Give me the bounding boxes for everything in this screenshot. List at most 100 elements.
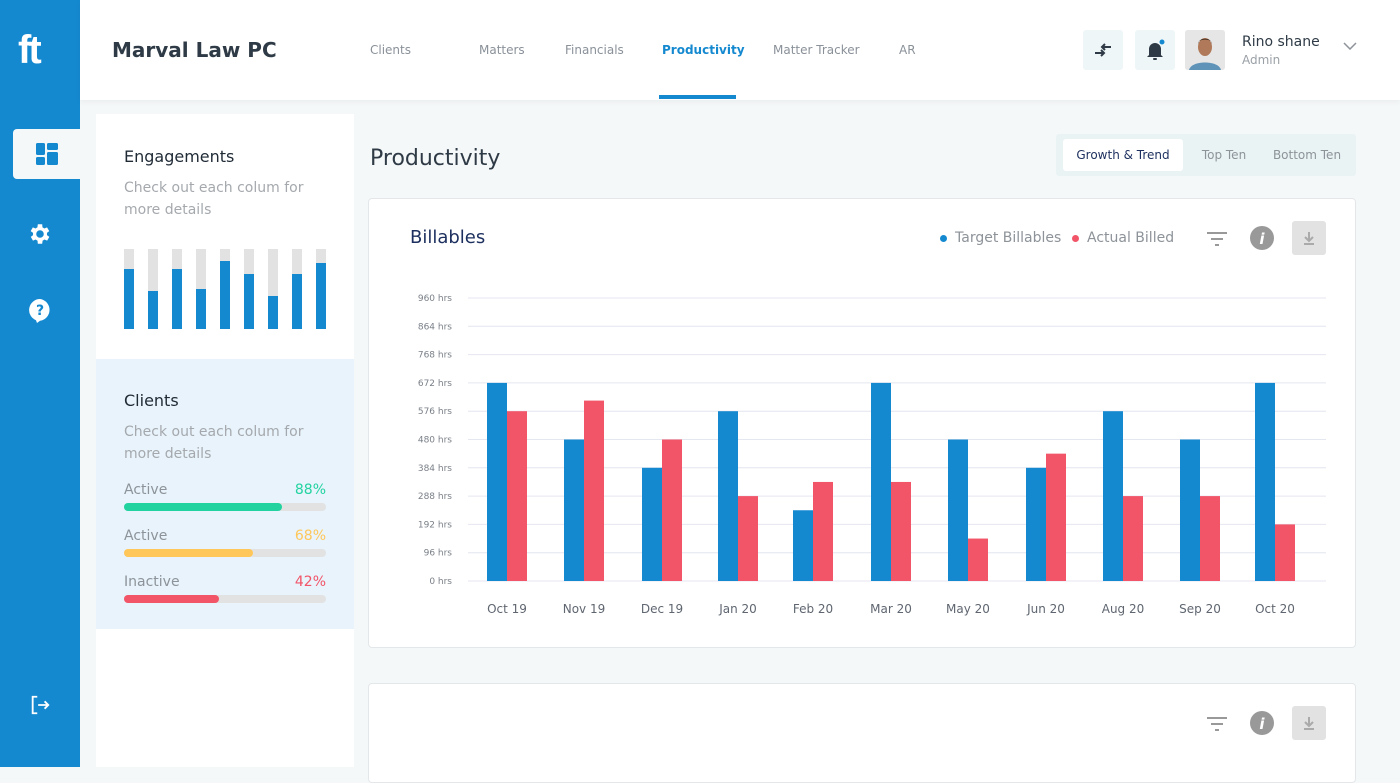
info-icon[interactable]: i <box>1250 226 1274 250</box>
bell-icon <box>1147 39 1165 60</box>
x-tick-label: May 20 <box>946 602 990 616</box>
svg-text:i: i <box>1259 230 1265 248</box>
x-tick-label: Oct 20 <box>1255 602 1295 616</box>
engagement-bar[interactable] <box>316 249 326 329</box>
bar-target-billables[interactable] <box>948 439 968 582</box>
filter-icon[interactable] <box>1206 228 1228 250</box>
x-tick-label: Jun 20 <box>1026 602 1065 616</box>
y-tick-label: 96 hrs <box>424 549 453 559</box>
status-percent: 68% <box>294 528 326 544</box>
x-tick-label: Oct 19 <box>487 602 527 616</box>
bar-target-billables[interactable] <box>564 439 584 582</box>
header: Marval Law PC Clients Matters Financials… <box>80 0 1400 100</box>
tab-clients[interactable]: Clients <box>370 43 411 57</box>
user-role: Admin <box>1242 53 1281 67</box>
x-tick-label: Mar 20 <box>870 602 912 616</box>
legend-actual: Actual Billed <box>1072 230 1174 246</box>
tab-financials[interactable]: Financials <box>565 43 624 57</box>
firm-name: Marval Law PC <box>112 38 277 62</box>
y-tick-label: 288 hrs <box>418 492 452 502</box>
progress-bar <box>124 549 326 557</box>
download-button[interactable] <box>1292 706 1326 740</box>
engagement-bar[interactable] <box>172 249 182 329</box>
help-icon[interactable]: ? <box>0 286 80 336</box>
x-tick-label: Feb 20 <box>793 602 833 616</box>
x-tick-label: Dec 19 <box>641 602 683 616</box>
progress-bar <box>124 503 326 511</box>
tab-productivity[interactable]: Productivity <box>662 43 745 57</box>
y-tick-label: 768 hrs <box>418 351 452 361</box>
client-status-row: Active 88% <box>124 482 326 511</box>
user-name: Rino shane <box>1242 34 1320 50</box>
bar-actual-billed[interactable] <box>1046 453 1066 581</box>
info-icon[interactable]: i <box>1250 711 1274 735</box>
view-growth-trend[interactable]: Growth & Trend <box>1063 139 1183 171</box>
tab-matters[interactable]: Matters <box>479 43 525 57</box>
swap-button[interactable] <box>1083 30 1123 70</box>
bar-actual-billed[interactable] <box>1275 524 1295 581</box>
view-toggle: Growth & Trend Top Ten Bottom Ten <box>1056 134 1356 176</box>
bar-actual-billed[interactable] <box>1200 496 1220 581</box>
view-bottom-ten[interactable]: Bottom Ten <box>1272 148 1342 162</box>
engagement-bar[interactable] <box>220 249 230 329</box>
y-tick-label: 0 hrs <box>429 577 452 587</box>
bar-target-billables[interactable] <box>487 382 507 581</box>
x-tick-label: Nov 19 <box>563 602 606 616</box>
engagement-bar[interactable] <box>124 249 134 329</box>
bar-actual-billed[interactable] <box>968 538 988 581</box>
second-card: i <box>368 683 1356 783</box>
settings-icon[interactable] <box>0 209 80 259</box>
download-icon <box>1304 232 1314 245</box>
summary-panel: Engagements Check out each colum for mor… <box>96 114 354 767</box>
engagement-bar[interactable] <box>292 249 302 329</box>
bar-target-billables[interactable] <box>793 510 813 581</box>
bar-actual-billed[interactable] <box>738 496 758 581</box>
status-label: Inactive <box>124 574 180 590</box>
y-tick-label: 864 hrs <box>418 322 452 332</box>
engagement-bar[interactable] <box>244 249 254 329</box>
bar-actual-billed[interactable] <box>891 481 911 581</box>
bar-target-billables[interactable] <box>1103 411 1123 581</box>
notifications-button[interactable] <box>1135 30 1175 70</box>
bar-target-billables[interactable] <box>642 467 662 581</box>
billables-chart: 0 hrs 96 hrs 192 hrs 288 hrs 384 hrs 480 hrs 5… <box>418 294 1326 616</box>
swap-arrows-icon <box>1095 43 1111 57</box>
tab-ar[interactable]: AR <box>899 43 916 57</box>
tab-matter-tracker[interactable]: Matter Tracker <box>773 43 860 57</box>
engagement-bar[interactable] <box>268 249 278 329</box>
bar-actual-billed[interactable] <box>813 481 833 581</box>
client-status-row: Inactive 42% <box>124 574 326 603</box>
svg-text:i: i <box>1259 715 1265 733</box>
dashboard-icon[interactable] <box>13 129 80 179</box>
engagements-title: Engagements <box>124 147 235 166</box>
bar-target-billables[interactable] <box>1255 382 1275 581</box>
view-top-ten[interactable]: Top Ten <box>1201 148 1247 162</box>
logout-icon[interactable] <box>0 680 80 730</box>
logo: ft <box>18 28 42 72</box>
bar-target-billables[interactable] <box>718 411 738 581</box>
bar-target-billables[interactable] <box>1180 439 1200 582</box>
bar-actual-billed[interactable] <box>507 411 527 581</box>
engagements-subtitle: Check out each colum for more details <box>124 180 304 218</box>
bar-target-billables[interactable] <box>871 382 891 581</box>
bar-actual-billed[interactable] <box>1123 496 1143 581</box>
y-tick-label: 384 hrs <box>418 464 452 474</box>
status-percent: 88% <box>294 482 326 498</box>
bar-target-billables[interactable] <box>1026 467 1046 581</box>
y-tick-label: 672 hrs <box>418 379 452 389</box>
filter-icon[interactable] <box>1206 713 1228 735</box>
legend-label: Target Billables <box>955 230 1062 246</box>
bar-actual-billed[interactable] <box>584 400 604 581</box>
y-tick-label: 960 hrs <box>418 294 452 304</box>
download-button[interactable] <box>1292 221 1326 255</box>
active-tab-indicator <box>659 95 736 99</box>
status-label: Active <box>124 528 168 544</box>
engagement-bar[interactable] <box>148 249 158 329</box>
chart-title: Billables <box>410 227 486 248</box>
bar-actual-billed[interactable] <box>662 439 682 582</box>
engagements-bars <box>124 249 326 329</box>
engagement-bar[interactable] <box>196 249 206 329</box>
avatar[interactable] <box>1185 30 1225 70</box>
y-tick-label: 576 hrs <box>418 407 452 417</box>
chevron-down-icon[interactable] <box>1340 38 1360 54</box>
